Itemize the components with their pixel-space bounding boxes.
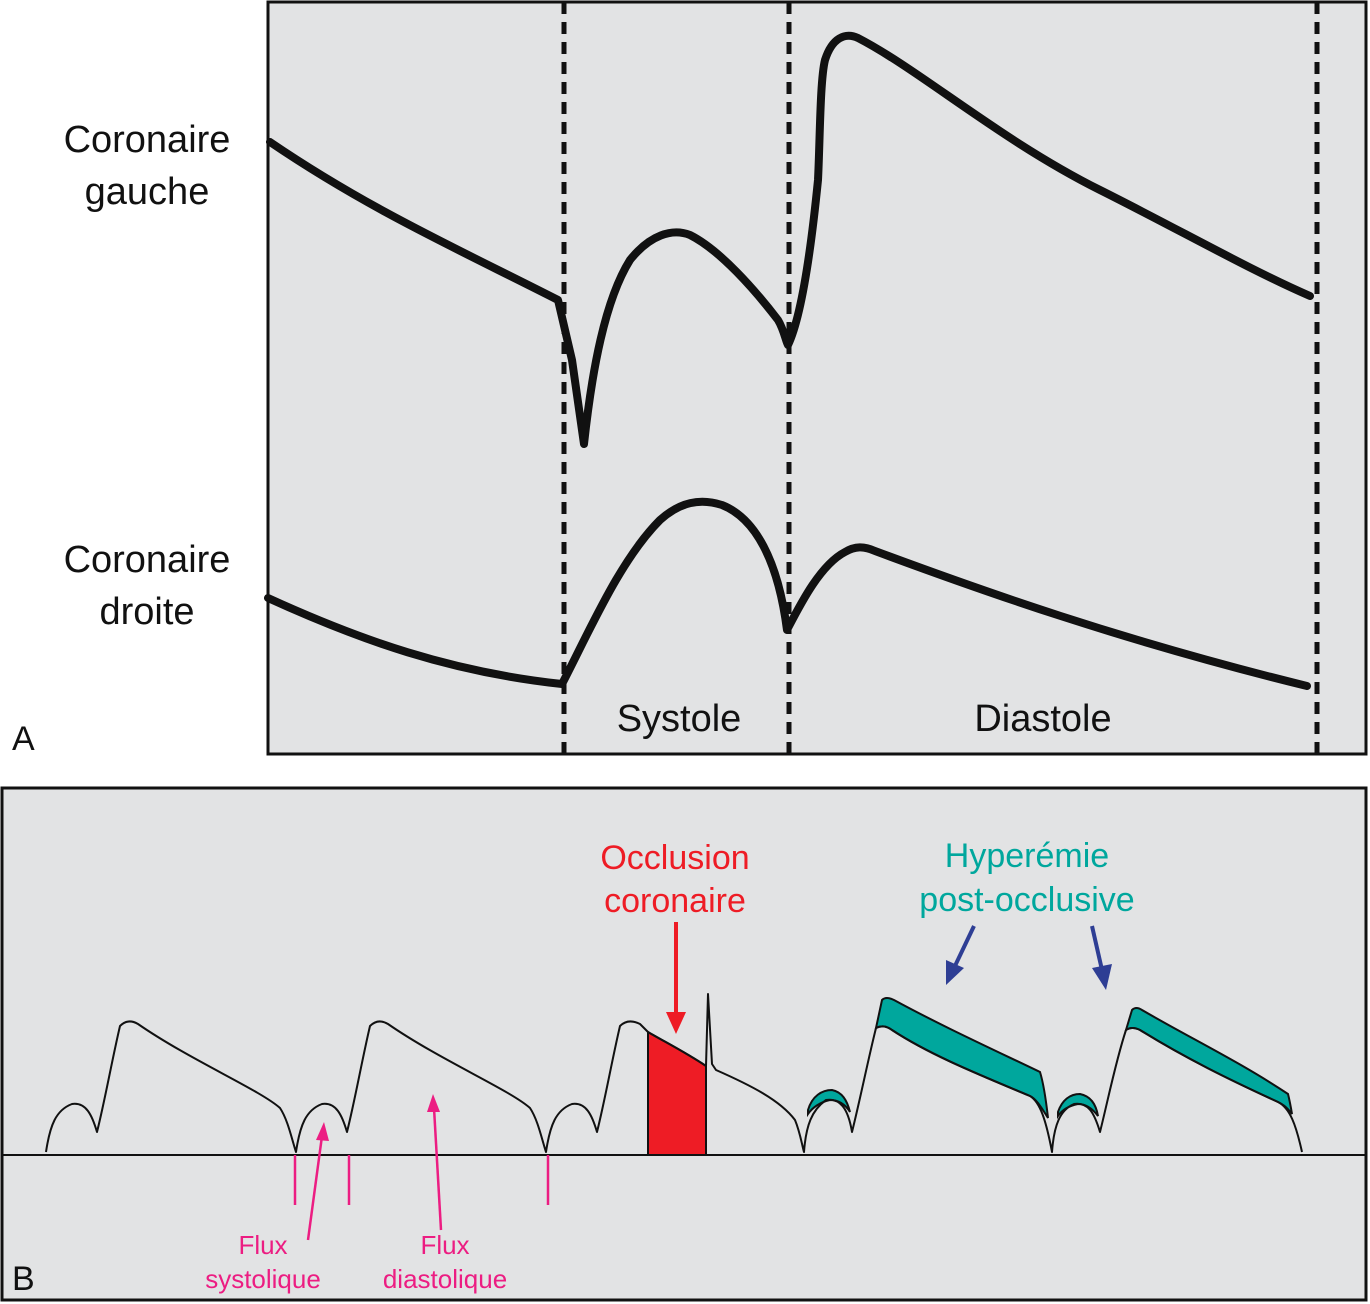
- left-coronary-label-line2: gauche: [85, 171, 210, 213]
- flux-systolique-label-line2: systolique: [205, 1264, 321, 1294]
- systole-label: Systole: [617, 698, 742, 740]
- hyperemia-arrows: [946, 925, 1112, 990]
- flux-arrows: [306, 1094, 443, 1241]
- panel-a-letter: A: [12, 720, 35, 758]
- flux-systolique-arrow-shaft: [306, 1135, 324, 1241]
- occlusion-arrow: [666, 922, 686, 1034]
- flux-systolique-arrowhead: [316, 1122, 329, 1141]
- hyperemia-areas: [807, 997, 1293, 1120]
- panel-b-letter: B: [12, 1260, 35, 1298]
- hyperemia-arrow-left-shaft: [952, 925, 976, 969]
- flux-diastolique-arrowhead: [427, 1094, 440, 1112]
- occlusion-label-line1: Occlusion: [600, 839, 749, 877]
- hyperemia-area-systolic-1: [807, 1088, 851, 1118]
- occlusion-label-line2: coronaire: [604, 882, 746, 920]
- hyperemia-label-line1: Hyperémie: [945, 837, 1109, 875]
- left-coronary-trace: [266, 31, 1314, 448]
- coronary-flow-trace: [45, 993, 1303, 1153]
- diastole-label: Diastole: [974, 698, 1111, 740]
- hyperemia-arrow-right-shaft: [1090, 925, 1104, 971]
- flux-diastolique-label-line2: diastolique: [383, 1264, 507, 1294]
- right-coronary-label-line2: droite: [99, 591, 194, 633]
- left-coronary-label-line1: Coronaire: [64, 119, 231, 161]
- flux-diastolique-label-line1: Flux: [420, 1230, 469, 1260]
- flux-ticks: [293, 1155, 550, 1205]
- hyperemia-arrow-left-head: [946, 960, 964, 985]
- panel-b-frame: [0, 786, 1368, 1302]
- flux-diastolique-arrow-shaft: [432, 1107, 443, 1231]
- hyperemia-arrow-right-head: [1092, 964, 1112, 990]
- right-coronary-trace: [264, 497, 1311, 690]
- flux-systolique-label-line1: Flux: [238, 1230, 287, 1260]
- right-coronary-label-line1: Coronaire: [64, 539, 231, 581]
- hyperemia-label-line2: post-occlusive: [919, 881, 1134, 919]
